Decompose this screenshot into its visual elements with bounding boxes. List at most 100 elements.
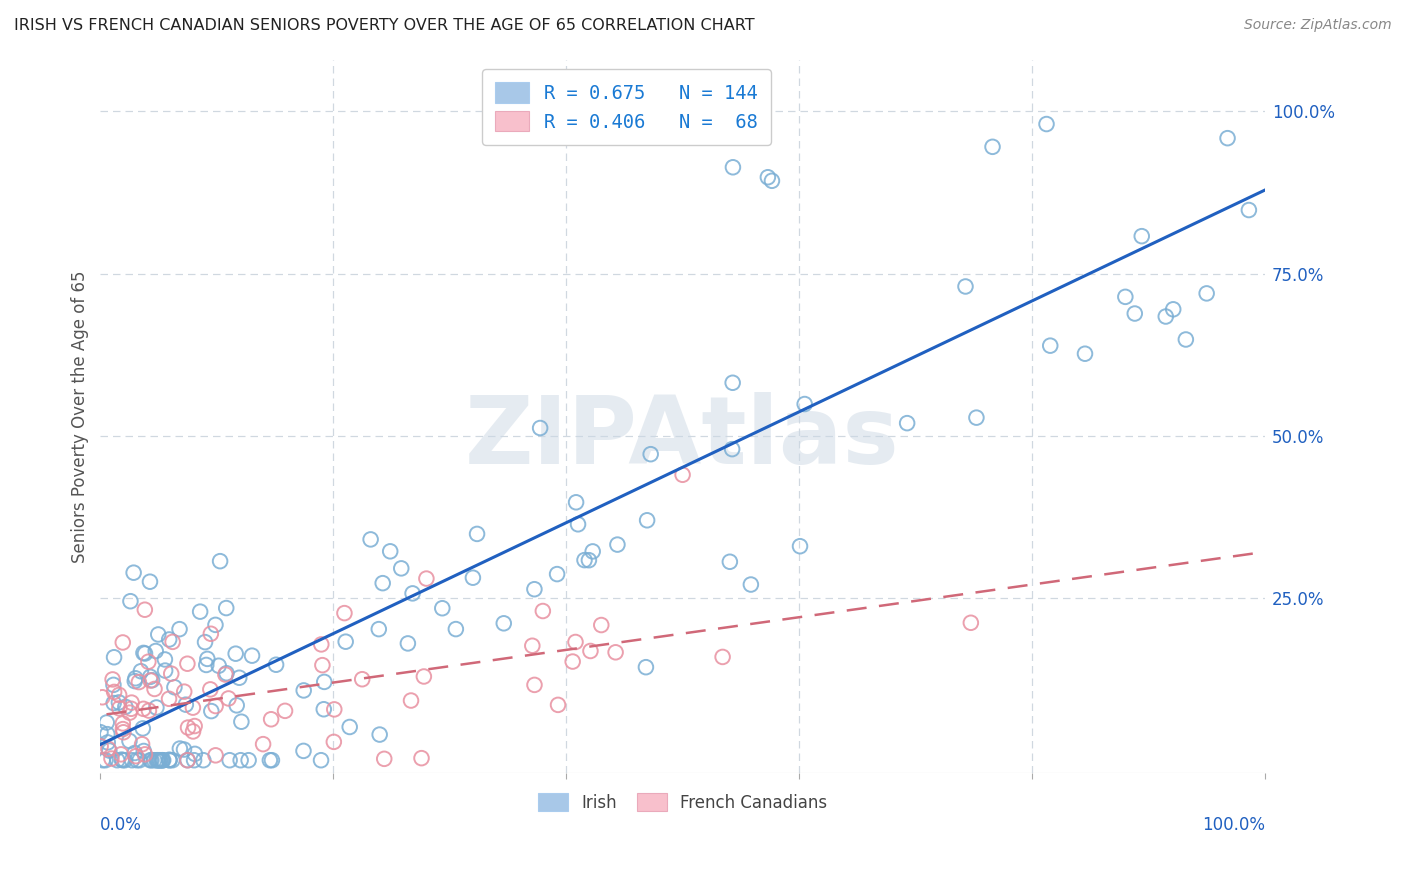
Point: [1123, 306, 1146, 320]
Point: [218, 753, 240, 767]
Point: [415, 572, 437, 586]
Point: [108, 701, 131, 715]
Point: [333, 606, 356, 620]
Point: [146, 753, 169, 767]
Point: [640, 447, 662, 461]
Point: [323, 702, 346, 716]
Point: [124, 674, 146, 689]
Point: [157, 632, 180, 647]
Point: [183, 753, 205, 767]
Point: [98, 743, 121, 757]
Point: [209, 554, 232, 568]
Point: [169, 622, 191, 636]
Point: [461, 571, 484, 585]
Point: [181, 700, 204, 714]
Point: [90, 739, 112, 754]
Point: [546, 567, 568, 582]
Point: [111, 635, 134, 649]
Point: [238, 753, 260, 767]
Point: [574, 553, 596, 567]
Point: [578, 553, 600, 567]
Point: [531, 604, 554, 618]
Point: [91, 753, 114, 767]
Point: [721, 376, 744, 390]
Point: [174, 698, 197, 712]
Point: [162, 635, 184, 649]
Point: [214, 667, 236, 681]
Point: [100, 751, 122, 765]
Point: [564, 635, 586, 649]
Point: [373, 752, 395, 766]
Point: [141, 753, 163, 767]
Point: [163, 680, 186, 694]
Point: [152, 753, 174, 767]
Point: [112, 725, 135, 739]
Point: [149, 753, 172, 767]
Point: [111, 722, 134, 736]
Point: [124, 671, 146, 685]
Point: [208, 658, 231, 673]
Point: [959, 615, 981, 630]
Point: [225, 647, 247, 661]
Point: [671, 467, 693, 482]
Point: [401, 586, 423, 600]
Point: [896, 416, 918, 430]
Point: [153, 652, 176, 666]
Point: [153, 664, 176, 678]
Point: [1074, 347, 1097, 361]
Point: [139, 574, 162, 589]
Point: [149, 753, 172, 767]
Point: [108, 695, 131, 709]
Point: [225, 698, 247, 713]
Point: [125, 753, 148, 767]
Point: [194, 635, 217, 649]
Point: [132, 646, 155, 660]
Point: [204, 618, 226, 632]
Point: [793, 397, 815, 411]
Point: [173, 742, 195, 756]
Point: [162, 753, 184, 767]
Point: [229, 753, 252, 767]
Point: [150, 753, 173, 767]
Point: [432, 601, 454, 615]
Point: [132, 744, 155, 758]
Point: [1195, 286, 1218, 301]
Point: [91, 690, 114, 705]
Point: [96, 715, 118, 730]
Point: [94, 753, 117, 767]
Point: [1161, 302, 1184, 317]
Point: [157, 753, 180, 767]
Point: [114, 699, 136, 714]
Point: [148, 627, 170, 641]
Point: [260, 712, 283, 726]
Point: [606, 538, 628, 552]
Point: [103, 685, 125, 699]
Point: [111, 753, 134, 767]
Point: [1174, 333, 1197, 347]
Point: [718, 555, 741, 569]
Point: [159, 753, 181, 767]
Text: IRISH VS FRENCH CANADIAN SENIORS POVERTY OVER THE AGE OF 65 CORRELATION CHART: IRISH VS FRENCH CANADIAN SENIORS POVERTY…: [14, 18, 755, 33]
Point: [150, 753, 173, 767]
Point: [122, 566, 145, 580]
Point: [1035, 117, 1057, 131]
Point: [120, 702, 142, 716]
Point: [1130, 229, 1153, 244]
Point: [200, 704, 222, 718]
Point: [134, 747, 156, 762]
Point: [228, 671, 250, 685]
Point: [547, 698, 569, 712]
Point: [352, 672, 374, 686]
Point: [176, 753, 198, 767]
Legend: Irish, French Canadians: Irish, French Canadians: [531, 787, 834, 818]
Point: [634, 660, 657, 674]
Point: [264, 657, 287, 672]
Point: [131, 737, 153, 751]
Point: [396, 636, 419, 650]
Point: [111, 753, 134, 767]
Point: [567, 517, 589, 532]
Point: [721, 442, 744, 457]
Point: [103, 650, 125, 665]
Point: [955, 279, 977, 293]
Point: [195, 657, 218, 672]
